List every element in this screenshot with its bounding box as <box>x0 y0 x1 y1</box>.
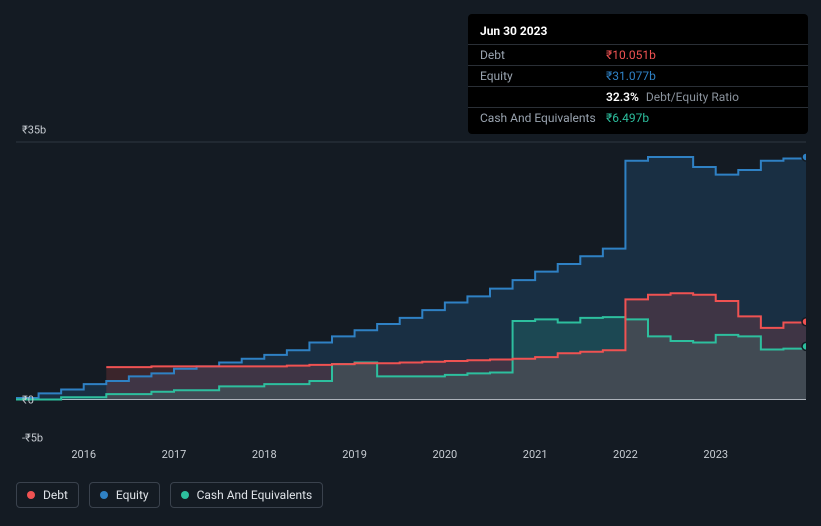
legend-dot-icon <box>100 491 108 499</box>
x-tick-label: 2019 <box>342 448 367 461</box>
legend-label: Debt <box>43 488 68 502</box>
x-tick-label: 2021 <box>523 448 548 461</box>
x-tick-label: 2022 <box>613 448 638 461</box>
tooltip-row-debt: Debt ₹10.051b <box>468 44 808 65</box>
end-marker-cash <box>802 342 806 350</box>
y-tick-label: ₹0 <box>22 393 34 406</box>
tooltip-panel: Jun 30 2023 Debt ₹10.051b Equity ₹31.077… <box>468 14 808 134</box>
tooltip-row-equity: Equity ₹31.077b <box>468 65 808 86</box>
legend-item-debt[interactable]: Debt <box>16 482 79 508</box>
ratio-label: Debt/Equity Ratio <box>646 90 739 104</box>
legend-label: Equity <box>116 488 149 502</box>
legend-item-cash[interactable]: Cash And Equivalents <box>170 482 324 508</box>
y-tick-label: ₹35b <box>22 124 46 137</box>
tooltip-ratio: 32.3% Debt/Equity Ratio <box>606 90 739 104</box>
tooltip-label: Equity <box>480 69 606 83</box>
tooltip-row-ratio: 32.3% Debt/Equity Ratio <box>468 86 808 107</box>
y-tick-label: -₹5b <box>22 432 43 445</box>
legend-dot-icon <box>181 491 189 499</box>
legend: Debt Equity Cash And Equivalents <box>16 482 323 508</box>
end-marker-debt <box>802 318 806 326</box>
tooltip-value: ₹10.051b <box>606 48 656 62</box>
x-axis-ticks: 2016 2017 2018 2019 2020 2021 2022 2023 <box>16 448 806 466</box>
legend-dot-icon <box>27 491 35 499</box>
x-tick-label: 2020 <box>432 448 457 461</box>
tooltip-value: ₹31.077b <box>606 69 656 83</box>
tooltip-value: ₹6.497b <box>606 111 649 125</box>
tooltip-row-cash: Cash And Equivalents ₹6.497b <box>468 107 808 128</box>
x-tick-label: 2016 <box>71 448 96 461</box>
tooltip-label: Cash And Equivalents <box>480 111 606 125</box>
legend-label: Cash And Equivalents <box>197 488 313 502</box>
end-marker-equity <box>802 153 806 161</box>
x-tick-label: 2018 <box>252 448 277 461</box>
tooltip-label <box>480 90 606 104</box>
x-tick-label: 2023 <box>703 448 728 461</box>
tooltip-date: Jun 30 2023 <box>468 20 808 44</box>
ratio-pct: 32.3% <box>606 90 639 104</box>
chart-area: ₹35b₹0-₹5b 20162017201820192020202120222… <box>16 120 806 445</box>
x-tick-label: 2017 <box>162 448 187 461</box>
legend-item-equity[interactable]: Equity <box>89 482 160 508</box>
tooltip-label: Debt <box>480 48 606 62</box>
chart-svg[interactable] <box>16 120 806 445</box>
chart-container: Jun 30 2023 Debt ₹10.051b Equity ₹31.077… <box>0 0 821 526</box>
